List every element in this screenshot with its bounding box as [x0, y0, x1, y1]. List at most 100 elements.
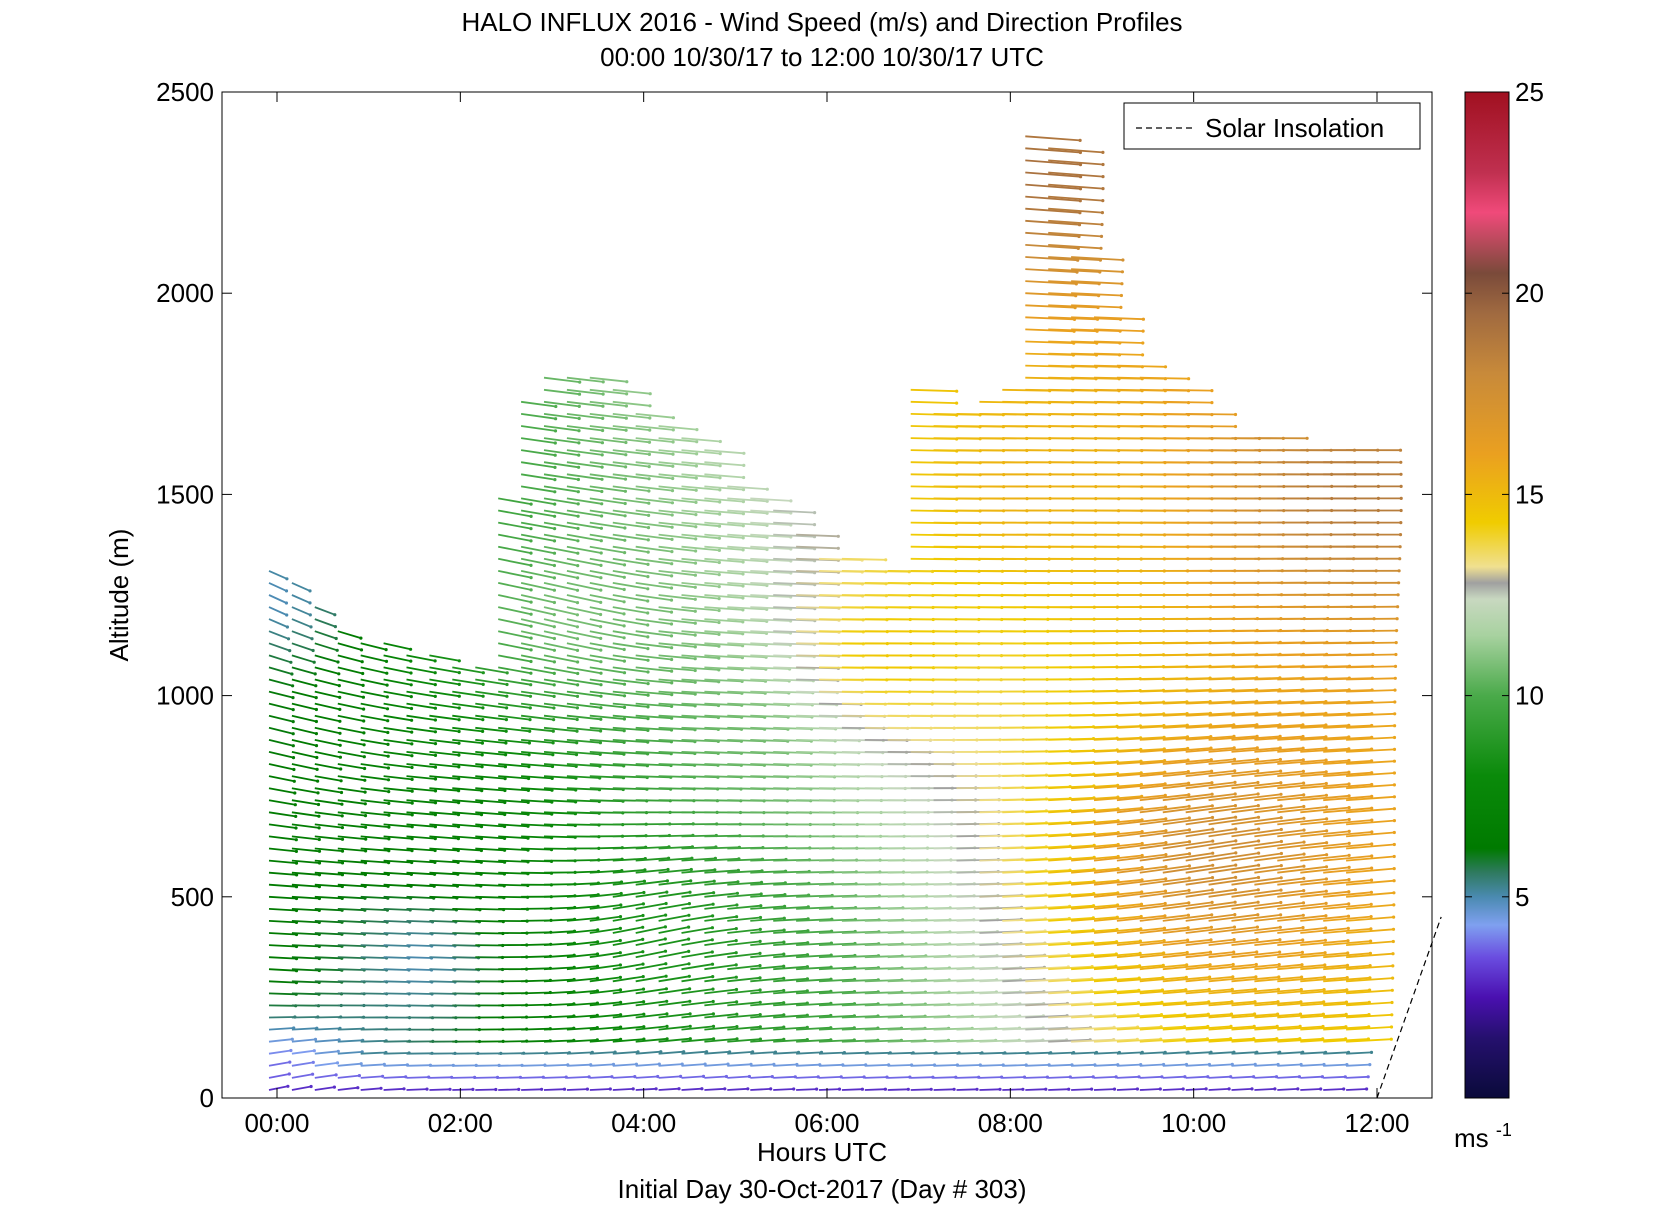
wind-barb-tip [717, 536, 722, 540]
wind-barb [773, 894, 809, 898]
wind-barb [704, 594, 743, 599]
wind-barb-tip [1140, 830, 1144, 834]
wind-barb [1048, 929, 1094, 934]
wind-barb [1071, 855, 1119, 862]
wind-barb-tip [1186, 770, 1190, 774]
wind-barb-tip [1185, 963, 1189, 967]
wind-barb [521, 811, 552, 815]
wind-barb-tip [693, 645, 697, 649]
wind-barb-tip [1101, 187, 1105, 191]
wind-barb [1208, 770, 1258, 777]
wind-barb-tip [782, 940, 786, 944]
wind-barb-tip [735, 891, 740, 895]
wind-barb [1093, 866, 1143, 874]
wind-barb [406, 702, 436, 710]
wind-barb [406, 992, 433, 995]
wind-barb [291, 1049, 315, 1055]
wind-barb [383, 980, 410, 983]
wind-barb [1231, 1075, 1254, 1079]
wind-barb [1277, 964, 1325, 971]
wind-barb [1071, 928, 1118, 934]
wind-barb-tip [624, 465, 628, 469]
wind-barb-tip [1302, 852, 1306, 856]
wind-barb [1277, 976, 1325, 983]
wind-barb-tip [1099, 246, 1103, 250]
wind-barb [498, 545, 532, 554]
wind-barb [658, 485, 697, 492]
wind-barb-tip [694, 476, 698, 480]
wind-barb [1231, 735, 1281, 741]
wind-barb [773, 953, 808, 959]
wind-barb-tip [669, 622, 674, 626]
wind-barb-tip [363, 790, 367, 794]
wind-barb-tip [1391, 964, 1395, 968]
wind-barb [910, 1064, 935, 1067]
wind-barb [589, 989, 621, 995]
wind-barb [658, 891, 691, 898]
wind-barb [1093, 830, 1143, 838]
wind-barb-tip [1323, 938, 1327, 942]
wind-barb [566, 989, 598, 995]
wind-barb [452, 968, 479, 971]
wind-barb-tip [1099, 234, 1104, 238]
wind-barb [291, 642, 314, 652]
wind-barb [635, 1000, 667, 1007]
wind-barb [1116, 748, 1165, 753]
wind-barb [1093, 1038, 1138, 1043]
wind-barb [543, 690, 578, 698]
wind-barb-tip [1257, 827, 1261, 831]
wind-barb [1185, 758, 1235, 765]
wind-barb-tip [641, 913, 645, 918]
wind-barb [498, 847, 529, 851]
wind-barb [406, 775, 436, 780]
wind-barb [727, 545, 768, 551]
wind-barb [612, 630, 648, 638]
wind-barb-tip [552, 551, 557, 555]
wind-barb [658, 630, 696, 636]
wind-barb [1162, 901, 1213, 910]
wind-barb-tip [1232, 938, 1236, 942]
wind-barb-tip [409, 647, 413, 651]
wind-barb [1139, 901, 1189, 910]
wind-barb [1093, 977, 1140, 983]
wind-barb [1208, 804, 1259, 814]
wind-barb [1346, 1026, 1392, 1031]
wind-barb [589, 915, 621, 922]
wind-barb [429, 847, 459, 852]
wind-barb [566, 1014, 598, 1019]
wind-barb [521, 751, 553, 756]
wind-barb-tip [290, 672, 294, 676]
wind-barb-tip [553, 478, 557, 482]
wind-barb [521, 1064, 545, 1067]
wind-barb [1277, 1013, 1324, 1019]
wind-barb [1071, 1026, 1115, 1031]
wind-barb-tip [1324, 889, 1328, 893]
wind-barb [520, 533, 555, 542]
wind-barb [520, 400, 556, 408]
wind-barb-tip [618, 926, 623, 931]
wind-barb [520, 690, 555, 698]
wind-barb [635, 857, 669, 862]
wind-barb [773, 521, 815, 526]
wind-barb [612, 388, 651, 395]
wind-barb [1323, 964, 1371, 971]
wind-barb-tip [701, 1074, 706, 1078]
wind-barb [291, 1061, 314, 1067]
wind-barb [429, 908, 457, 911]
wind-barb-tip [1299, 1000, 1303, 1004]
wind-barb-tip [433, 671, 437, 675]
wind-barb [498, 642, 532, 651]
wind-barb [1300, 927, 1349, 934]
wind-barb [1139, 817, 1190, 826]
wind-barb [1071, 977, 1116, 983]
wind-barb [1208, 688, 1257, 693]
wind-barb-tip [338, 719, 342, 723]
wind-barb [1300, 988, 1347, 995]
wind-barb-tip [1253, 1012, 1257, 1016]
wind-barb [658, 533, 696, 540]
wind-barb-tip [665, 1024, 669, 1028]
wind-barb [498, 509, 532, 518]
wind-barb-tip [553, 441, 557, 445]
wind-barb [1185, 793, 1236, 802]
wind-barb [1116, 927, 1165, 934]
